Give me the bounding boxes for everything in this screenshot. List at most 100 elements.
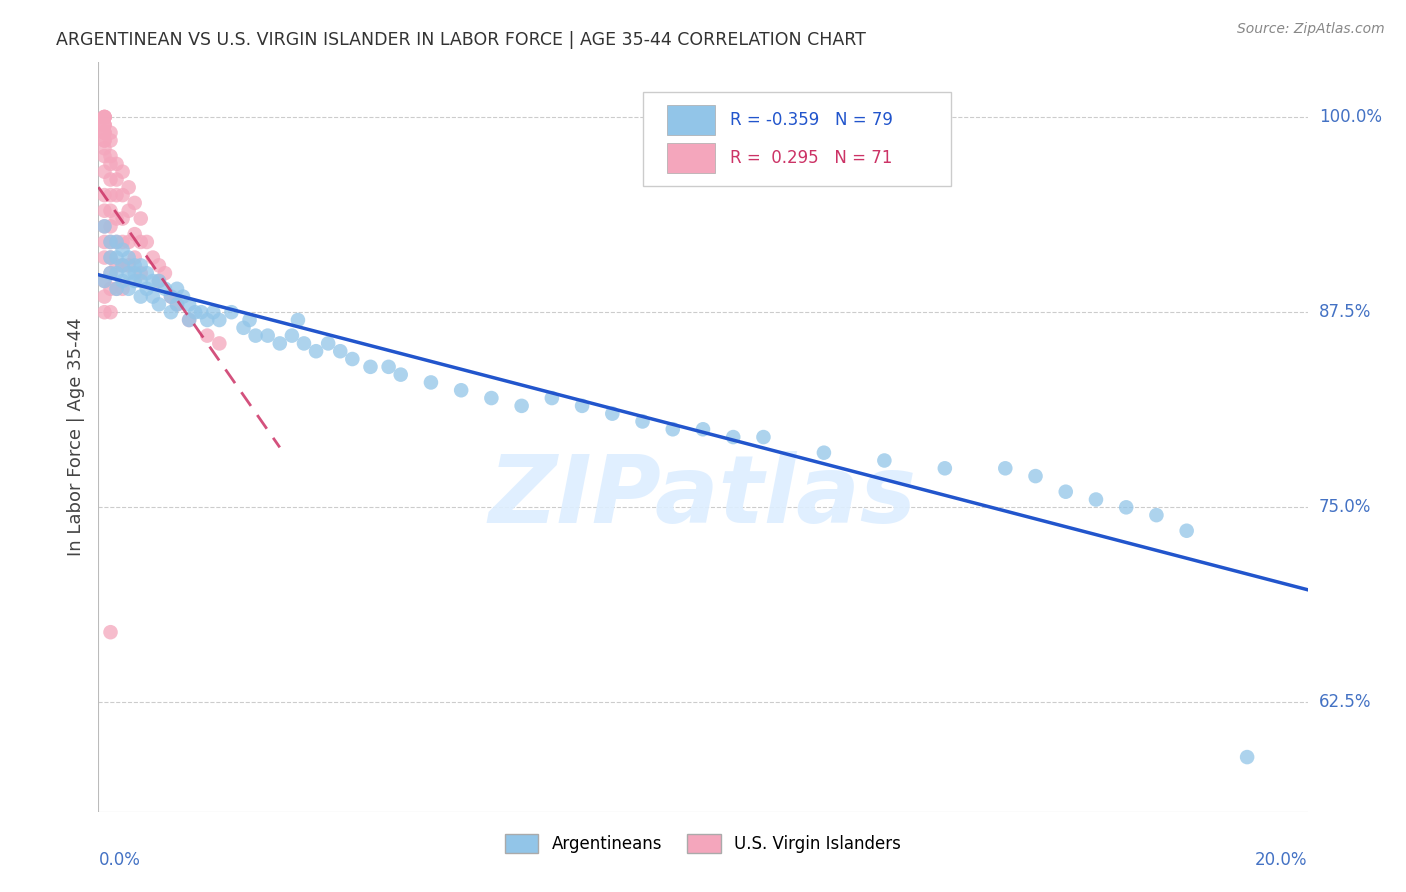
Point xyxy=(510,399,533,413)
FancyBboxPatch shape xyxy=(643,93,950,186)
Point xyxy=(166,297,188,311)
Point xyxy=(124,258,146,272)
Point xyxy=(1236,750,1258,764)
Point xyxy=(129,258,152,272)
Text: R =  0.295   N = 71: R = 0.295 N = 71 xyxy=(730,149,891,167)
Point xyxy=(239,313,262,327)
Point xyxy=(100,188,122,202)
Point xyxy=(105,282,128,296)
Point xyxy=(93,126,115,140)
Point xyxy=(202,305,225,319)
Point xyxy=(813,445,835,459)
Point xyxy=(118,258,141,272)
Point xyxy=(148,274,170,288)
Point xyxy=(148,258,170,272)
Point xyxy=(305,344,328,359)
Point xyxy=(172,289,194,303)
Point xyxy=(269,336,291,351)
Point xyxy=(1054,484,1077,499)
Text: ARGENTINEAN VS U.S. VIRGIN ISLANDER IN LABOR FORCE | AGE 35-44 CORRELATION CHART: ARGENTINEAN VS U.S. VIRGIN ISLANDER IN L… xyxy=(56,31,866,49)
Point xyxy=(93,305,115,319)
Point xyxy=(93,274,115,288)
Point xyxy=(208,336,231,351)
Point xyxy=(631,414,654,428)
Point xyxy=(160,289,183,303)
Point xyxy=(129,211,152,226)
Point xyxy=(124,227,146,241)
Point xyxy=(93,110,115,124)
Point xyxy=(124,195,146,210)
Point xyxy=(602,407,624,421)
Point xyxy=(184,305,207,319)
Point xyxy=(100,266,122,280)
Point xyxy=(195,313,218,327)
Point xyxy=(190,305,212,319)
Point xyxy=(360,359,382,374)
Point xyxy=(148,297,170,311)
Point xyxy=(256,328,278,343)
Point xyxy=(93,126,115,140)
Point xyxy=(105,235,128,249)
Point xyxy=(179,297,201,311)
Point xyxy=(450,384,472,398)
Point xyxy=(100,235,122,249)
Point xyxy=(723,430,745,444)
Point xyxy=(105,258,128,272)
Point xyxy=(129,235,152,249)
Point xyxy=(105,172,128,186)
Point xyxy=(111,164,134,178)
Point xyxy=(111,235,134,249)
Point xyxy=(100,625,122,640)
Point xyxy=(752,430,775,444)
Point xyxy=(148,274,170,288)
Legend: Argentineans, U.S. Virgin Islanders: Argentineans, U.S. Virgin Islanders xyxy=(499,827,907,860)
Point xyxy=(105,188,128,202)
Text: 20.0%: 20.0% xyxy=(1256,851,1308,869)
Point xyxy=(329,344,352,359)
Point xyxy=(100,251,122,265)
Point xyxy=(93,110,115,124)
Point xyxy=(93,219,115,234)
Point xyxy=(93,274,115,288)
Point xyxy=(93,289,115,303)
Point xyxy=(287,313,309,327)
Point xyxy=(93,110,115,124)
Point xyxy=(692,422,714,436)
Point xyxy=(540,391,562,405)
Point xyxy=(153,266,176,280)
Point xyxy=(100,266,122,280)
Text: ZIPatlas: ZIPatlas xyxy=(489,451,917,543)
Point xyxy=(232,320,254,334)
Point xyxy=(100,203,122,218)
Point xyxy=(118,251,141,265)
Point xyxy=(93,126,115,140)
Point xyxy=(142,274,165,288)
Text: R = -0.359   N = 79: R = -0.359 N = 79 xyxy=(730,112,893,129)
Point xyxy=(105,157,128,171)
Point xyxy=(93,141,115,155)
Point xyxy=(93,118,115,132)
Point xyxy=(1085,492,1108,507)
Point xyxy=(481,391,503,405)
Point xyxy=(160,289,183,303)
Point xyxy=(93,219,115,234)
Point xyxy=(111,243,134,257)
Point xyxy=(166,282,188,296)
Point xyxy=(389,368,412,382)
Point xyxy=(93,118,115,132)
Point xyxy=(195,328,218,343)
Point xyxy=(93,251,115,265)
Point xyxy=(100,219,122,234)
Point xyxy=(292,336,315,351)
Point xyxy=(281,328,304,343)
Point xyxy=(316,336,339,351)
Point xyxy=(208,313,231,327)
Point xyxy=(873,453,896,467)
Point xyxy=(179,313,201,327)
Point xyxy=(153,282,176,296)
Point xyxy=(100,172,122,186)
Point xyxy=(105,211,128,226)
Text: Source: ZipAtlas.com: Source: ZipAtlas.com xyxy=(1237,22,1385,37)
Point xyxy=(934,461,956,475)
Point xyxy=(124,266,146,280)
